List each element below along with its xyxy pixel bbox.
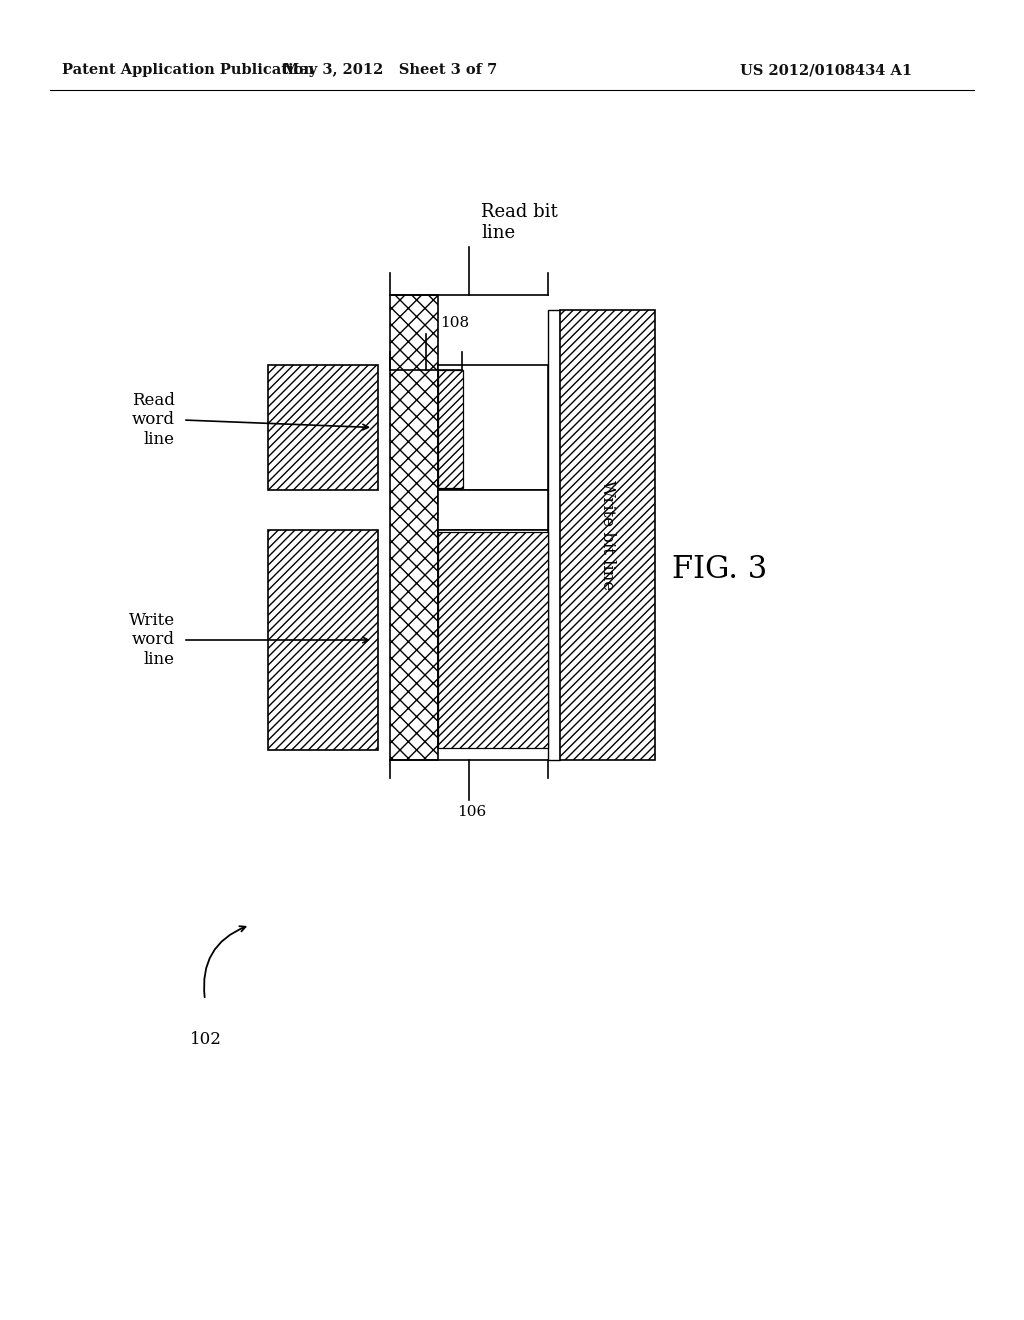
- Bar: [438, 532, 548, 748]
- Text: 108: 108: [440, 317, 469, 330]
- Text: 106: 106: [458, 805, 486, 818]
- Text: FIG. 3: FIG. 3: [673, 554, 768, 586]
- Bar: [438, 366, 548, 490]
- Bar: [390, 294, 438, 760]
- Text: US 2012/0108434 A1: US 2012/0108434 A1: [740, 63, 912, 77]
- Bar: [548, 310, 560, 760]
- Bar: [560, 310, 655, 760]
- Bar: [268, 366, 378, 490]
- Text: Write
word
line: Write word line: [129, 612, 175, 668]
- Text: May 3, 2012   Sheet 3 of 7: May 3, 2012 Sheet 3 of 7: [283, 63, 497, 77]
- Bar: [438, 531, 548, 748]
- Text: Patent Application Publication: Patent Application Publication: [62, 63, 314, 77]
- Text: Read bit
line: Read bit line: [481, 203, 558, 242]
- Bar: [438, 370, 463, 488]
- Bar: [438, 490, 548, 531]
- Text: Read
word
line: Read word line: [132, 392, 175, 447]
- Text: Write bit line: Write bit line: [599, 480, 616, 590]
- Text: 102: 102: [190, 1031, 222, 1048]
- Bar: [268, 531, 378, 750]
